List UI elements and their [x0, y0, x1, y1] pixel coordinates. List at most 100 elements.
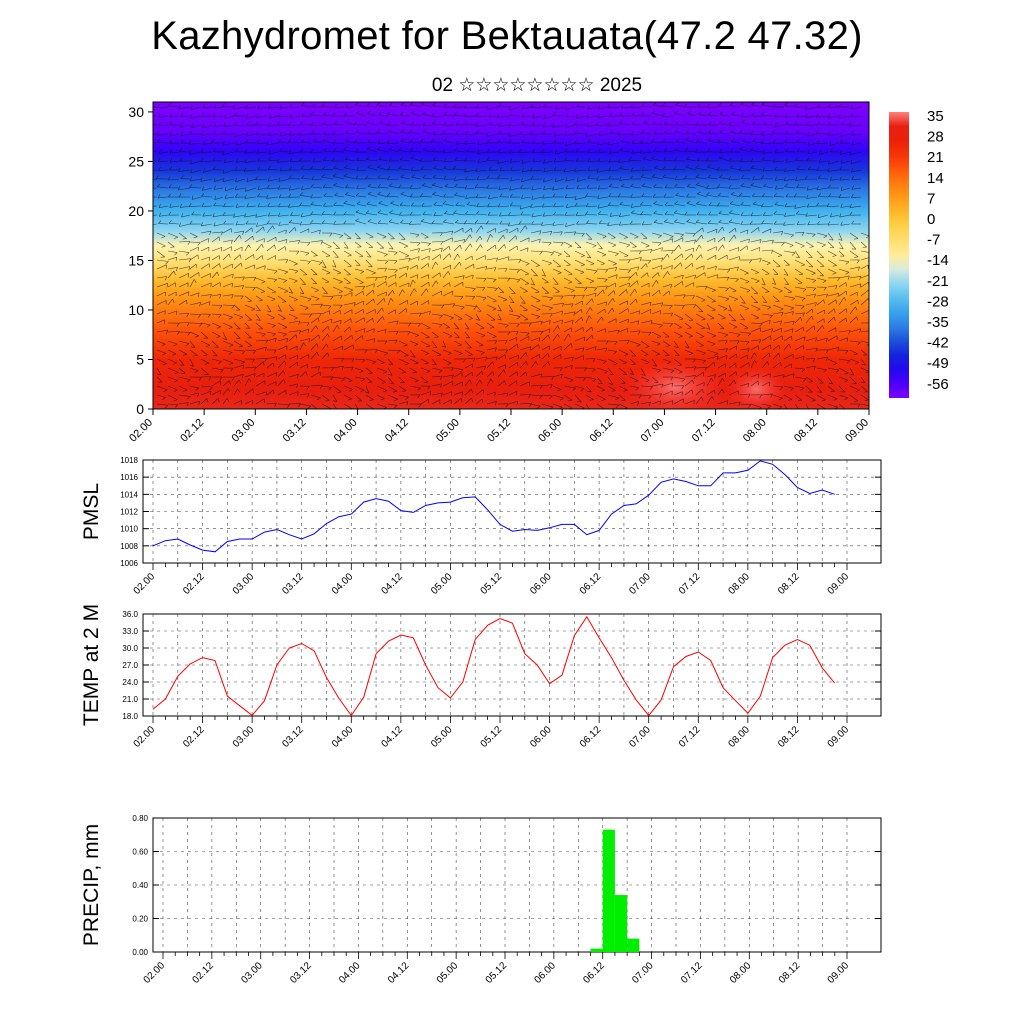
y-tick-label: 27.0	[122, 661, 138, 670]
x-tick-label: 03.00	[231, 571, 257, 597]
temp-2m-panel: 18.0 21.0 24.0 27.0 30.0 33.0 36.0 02.00 02.12 03…	[80, 604, 882, 750]
x-tick-label: 05.12	[479, 571, 505, 597]
x-tick-label: 05.00	[429, 571, 455, 597]
y-tick-label: 20	[128, 203, 144, 219]
x-tick-label: 07.12	[677, 724, 703, 750]
y-tick-label: 1014	[120, 490, 138, 499]
colorbar-label: -14	[927, 252, 949, 269]
grid	[143, 613, 881, 717]
colorbar-label: 14	[927, 170, 944, 187]
colorbar-label: -49	[927, 355, 949, 372]
temperature-colorbar: 35 28 21 14 7 0 -7 -14 -21 -28 -35 -42 -49 -56	[889, 108, 949, 398]
warm-core	[624, 359, 725, 409]
y-tick-label: 1010	[120, 525, 138, 534]
x-tick-label: 06.12	[587, 417, 615, 445]
y-tick-label: 0.40	[132, 881, 148, 890]
x-tick-label: 05.12	[479, 724, 505, 750]
x-tick-label: 02.12	[181, 724, 207, 750]
colorbar-label: -42	[927, 335, 949, 352]
y-tick-label: 1018	[120, 456, 138, 465]
colorbar-label: 7	[927, 190, 935, 207]
x-tick-label: 07.00	[627, 571, 653, 597]
colorbar-bar	[889, 112, 909, 398]
y-tick-label: 0.20	[132, 915, 148, 924]
y-axis-label: TEMP at 2 M	[80, 604, 103, 726]
data-line	[152, 460, 835, 553]
x-tick-label: 04.12	[383, 417, 411, 445]
plot-frame	[142, 459, 882, 564]
colorbar-label: -21	[927, 273, 949, 290]
x-tick-label: 09.00	[843, 417, 871, 445]
x-tick-label: 05.00	[435, 960, 461, 986]
precip-bar	[602, 829, 615, 952]
x-tick-label: 05.12	[485, 417, 513, 445]
y-tick-label: 21.0	[122, 695, 138, 704]
x-tick-label: 07.00	[627, 724, 653, 750]
x-tick-label: 04.00	[337, 960, 363, 986]
x-tick-label: 04.00	[330, 724, 356, 750]
x-tick-label: 02.00	[142, 960, 168, 986]
colorbar-label: -35	[927, 314, 949, 331]
x-tick-label: 02.12	[178, 417, 206, 445]
y-tick-label: 1008	[120, 542, 138, 551]
x-tick-label: 06.12	[581, 960, 607, 986]
y-tick-label: 30.0	[122, 644, 138, 653]
heatmap-field	[153, 102, 869, 409]
y-tick-label: 1012	[120, 508, 138, 517]
x-tick-label: 05.00	[434, 417, 462, 445]
x-tick-label: 07.12	[677, 571, 703, 597]
y-tick-label: 0.00	[132, 948, 148, 957]
cross-section-panel: 0 5 10 15 20 25 30 02.00 02.12 03.00 03.12 04.00 04.…	[127, 101, 871, 445]
colorbar-label: 28	[927, 129, 944, 146]
x-tick-label: 08.12	[776, 724, 802, 750]
wind-barbs	[153, 102, 869, 409]
y-tick-label: 18.0	[122, 712, 138, 721]
colorbar-label: 21	[927, 149, 944, 166]
precip-bar	[627, 938, 640, 952]
x-tick-label: 02.12	[191, 960, 217, 986]
x-tick-label: 02.00	[127, 417, 155, 445]
x-tick-label: 04.00	[332, 417, 360, 445]
precip-panel: 0.00 0.20 0.40 0.60 0.80 02.00 02.12 03.00 03.12…	[80, 814, 882, 986]
colorbar-label: 35	[927, 108, 944, 125]
x-tick-label: 04.12	[380, 724, 406, 750]
y-tick-label: 5	[136, 351, 144, 367]
y-tick-label: 0.80	[132, 814, 148, 823]
x-tick-label: 03.12	[280, 724, 306, 750]
precip-bar	[590, 948, 603, 952]
x-tick-label: 06.00	[533, 960, 559, 986]
x-tick-label: 04.12	[380, 571, 406, 597]
x-tick-label: 09.00	[826, 724, 852, 750]
y-tick-label: 15	[128, 252, 144, 268]
pmsl-panel: 1006 1008 1010 1012 1014 1016 1018 02.00 02.12 03…	[80, 456, 882, 597]
x-tick-label: 02.00	[132, 571, 158, 597]
x-tick-label: 08.12	[776, 571, 802, 597]
x-tick-label: 07.00	[639, 417, 667, 445]
x-tick-label: 06.00	[528, 724, 554, 750]
y-tick-label: 33.0	[122, 627, 138, 636]
x-tick-label: 05.00	[429, 724, 455, 750]
x-tick-label: 02.12	[181, 571, 207, 597]
y-tick-label: 0.60	[132, 848, 148, 857]
x-tick-label: 08.12	[777, 960, 803, 986]
x-tick-label: 09.00	[826, 960, 852, 986]
y-tick-label: 1016	[120, 473, 138, 482]
x-tick-label: 03.00	[231, 724, 257, 750]
x-tick-label: 08.12	[792, 417, 820, 445]
x-tick-label: 06.12	[578, 571, 604, 597]
colorbar-label: 0	[927, 211, 935, 228]
x-tick-label: 08.00	[727, 571, 753, 597]
x-tick-label: 03.12	[280, 571, 306, 597]
x-tick-label: 08.00	[728, 960, 754, 986]
chart-subtitle: 02 ☆☆☆☆☆☆☆☆ 2025	[431, 75, 643, 96]
y-tick-label: 25	[128, 153, 144, 169]
x-tick-label: 03.12	[281, 417, 309, 445]
y-axis-label: PRECIP, mm	[80, 824, 103, 946]
grid	[143, 459, 881, 564]
y-tick-label: 0	[136, 401, 144, 417]
x-tick-label: 08.00	[741, 417, 769, 445]
x-tick-label: 08.00	[727, 724, 753, 750]
temperature-shading	[153, 102, 869, 409]
precip-bar	[614, 895, 628, 952]
